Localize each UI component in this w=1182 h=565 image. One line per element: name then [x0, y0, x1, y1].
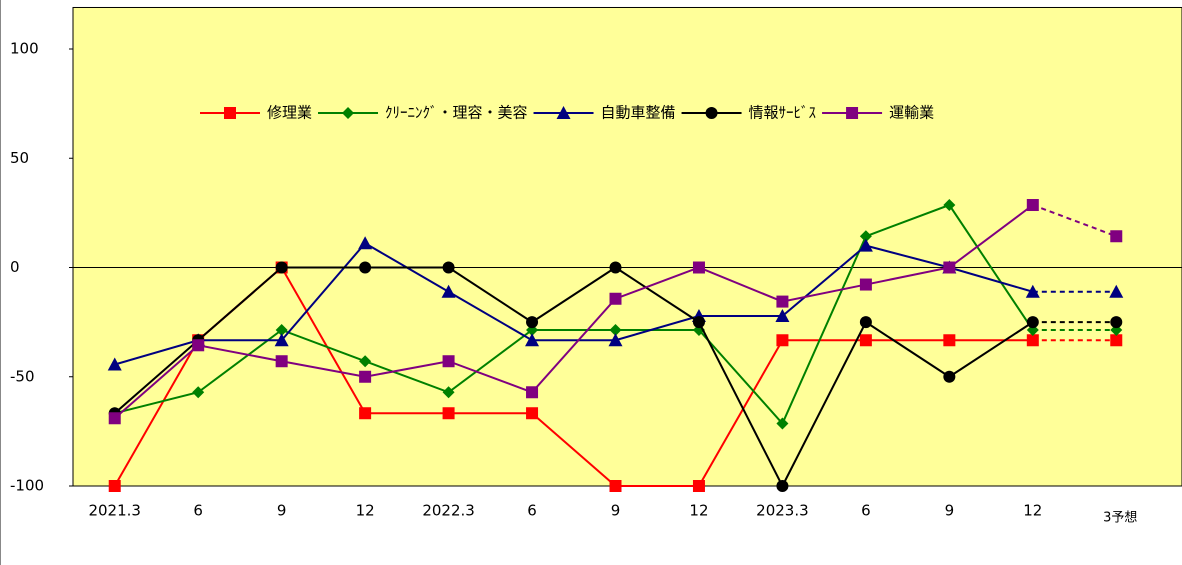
marker [274, 333, 289, 347]
marker [1026, 199, 1039, 212]
y-tick-label: -50 [10, 367, 35, 385]
marker [359, 355, 372, 368]
marker [943, 199, 956, 212]
x-tick-label: 2023.3 [756, 502, 809, 520]
marker [525, 333, 540, 347]
marker [192, 386, 205, 399]
x-tick-label: 9 [945, 502, 955, 520]
marker [943, 261, 956, 274]
marker [275, 355, 288, 368]
marker [358, 236, 373, 250]
marker [1026, 316, 1039, 329]
marker [776, 417, 789, 430]
marker [1109, 284, 1124, 298]
x-tick-label: 2021.3 [88, 502, 141, 520]
marker [692, 316, 705, 329]
legend-label: ｸﾘｰﾆﾝｸﾞ・理容・美容 [385, 104, 528, 122]
marker [526, 316, 539, 329]
marker [859, 230, 872, 243]
marker [275, 323, 288, 336]
legend-marker [342, 107, 355, 119]
legend-label: 修理業 [267, 104, 312, 122]
marker [943, 370, 956, 383]
marker [1110, 316, 1123, 329]
marker [441, 284, 456, 298]
x-tick-label: 2022.3 [422, 502, 475, 520]
marker [275, 261, 288, 274]
y-tick-label: 100 [10, 40, 39, 58]
marker [359, 407, 372, 420]
marker [359, 370, 372, 383]
marker [609, 292, 622, 305]
marker [609, 480, 622, 492]
marker [1026, 334, 1039, 347]
legend-marker [705, 107, 718, 119]
marker [192, 339, 205, 352]
x-tick-label: 12 [1023, 502, 1042, 520]
legend-label: 運輸業 [889, 104, 934, 122]
marker [1025, 284, 1040, 298]
x-tick-label: 9 [611, 502, 621, 520]
marker [776, 295, 789, 308]
marker [776, 334, 789, 347]
marker [359, 261, 372, 274]
marker [775, 309, 790, 323]
x-tick-label: 12 [689, 502, 708, 520]
marker [858, 238, 873, 252]
marker [442, 355, 455, 368]
marker [108, 412, 121, 425]
marker [776, 480, 789, 492]
marker [526, 386, 539, 399]
marker [107, 357, 122, 371]
marker [526, 407, 539, 420]
marker [1110, 334, 1123, 347]
x-tick-label: 9 [277, 502, 287, 520]
legend-marker [556, 106, 571, 119]
plot-area [72, 6, 1182, 487]
x-tick-label: 12 [356, 502, 375, 520]
marker [108, 480, 121, 492]
y-tick-label: 50 [10, 149, 29, 167]
x-tick-label: 6 [193, 502, 203, 520]
marker [609, 261, 622, 274]
legend-marker [846, 107, 859, 119]
x-tick-label: 6 [527, 502, 537, 520]
marker [608, 333, 623, 347]
marker [859, 278, 872, 291]
y-tick-label: -100 [10, 477, 44, 495]
series-line [114, 241, 1034, 366]
forecast-line [1032, 204, 1117, 238]
marker [859, 334, 872, 347]
y-tick-label: 0 [10, 258, 20, 276]
marker [859, 316, 872, 329]
x-tick-label: 3予想 [1103, 510, 1137, 526]
marker [442, 261, 455, 274]
marker [692, 261, 705, 274]
legend-label: 情報ｻｰﾋﾞｽ [749, 104, 817, 122]
marker [442, 407, 455, 420]
x-tick-label: 6 [861, 502, 871, 520]
legend-label: 自動車整備 [601, 104, 676, 122]
series-line [114, 266, 1034, 489]
marker [943, 334, 956, 347]
legend-marker [224, 107, 236, 119]
marker [609, 323, 622, 336]
marker [1110, 230, 1123, 243]
marker [442, 386, 455, 399]
marker [692, 480, 705, 492]
series-line [114, 204, 1034, 420]
